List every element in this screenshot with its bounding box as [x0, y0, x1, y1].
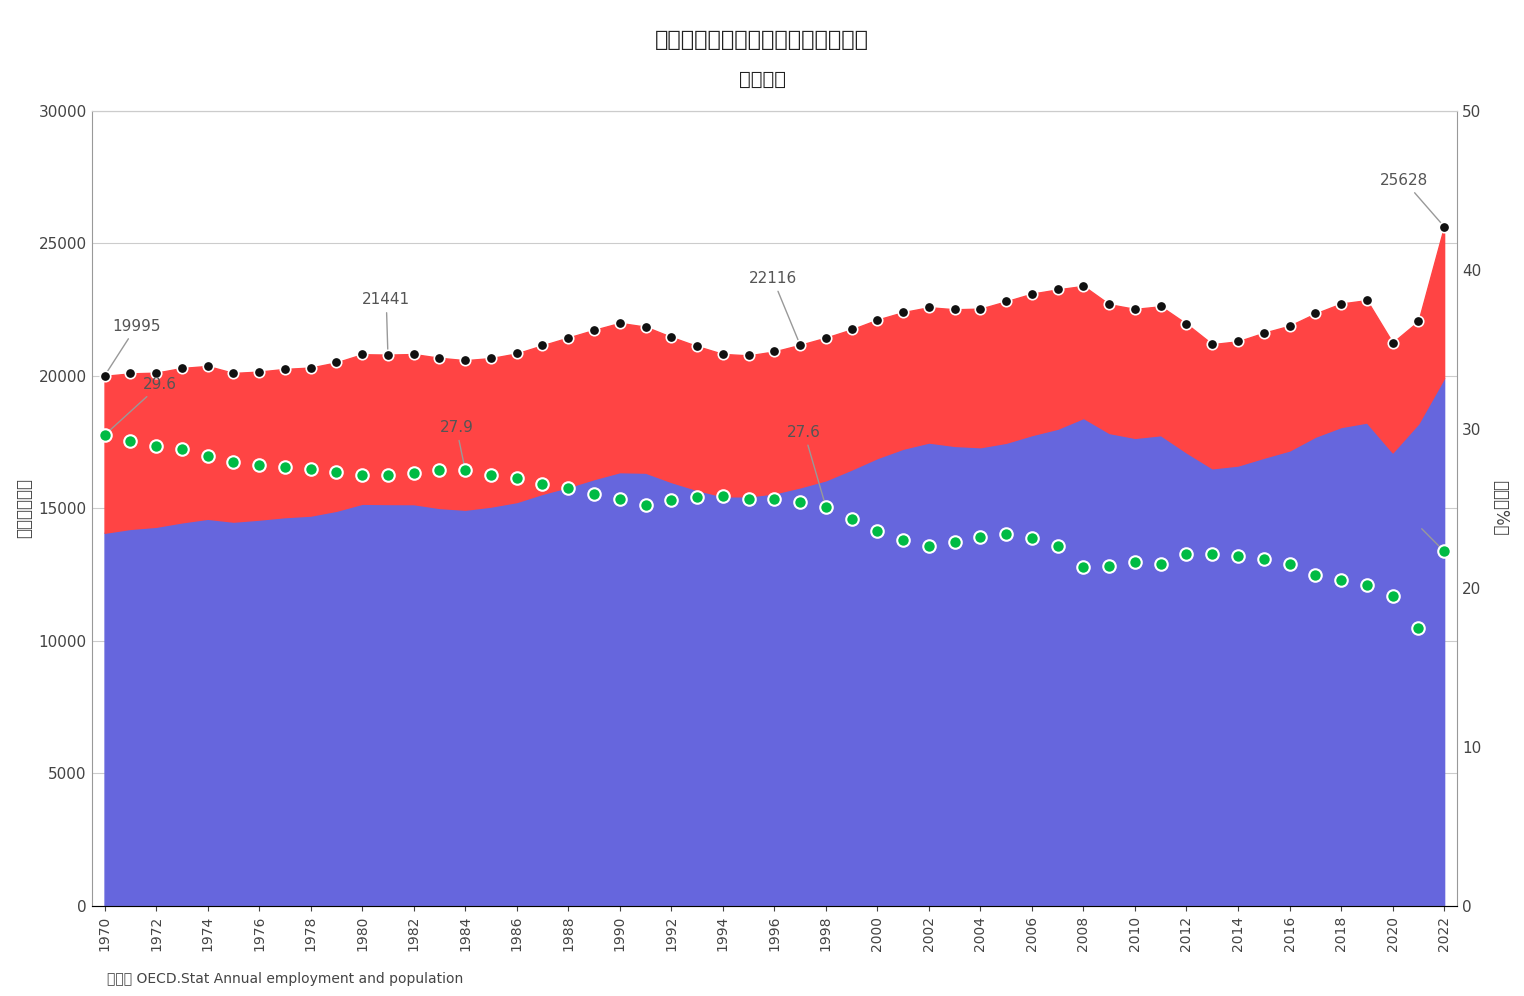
- Text: 労働者数・雇用者数・個人事業主数: 労働者数・雇用者数・個人事業主数: [655, 30, 869, 50]
- Text: 22.3: 22.3: [1393, 509, 1442, 549]
- Y-axis label: 割合［%］: 割合［%］: [1490, 480, 1509, 536]
- Text: 21441: 21441: [363, 292, 410, 352]
- Y-axis label: 人数［千人］: 人数［千人］: [15, 478, 34, 538]
- Text: イタリア: イタリア: [739, 70, 785, 89]
- Text: 19995: 19995: [107, 319, 160, 374]
- Text: 29.6: 29.6: [107, 376, 177, 433]
- Text: 25628: 25628: [1379, 173, 1442, 224]
- Text: 出典： OECD.Stat Annual employment and population: 出典： OECD.Stat Annual employment and popu…: [107, 972, 463, 986]
- Text: 22116: 22116: [748, 271, 799, 343]
- Text: 27.6: 27.6: [788, 424, 824, 504]
- Text: 27.9: 27.9: [439, 420, 474, 467]
